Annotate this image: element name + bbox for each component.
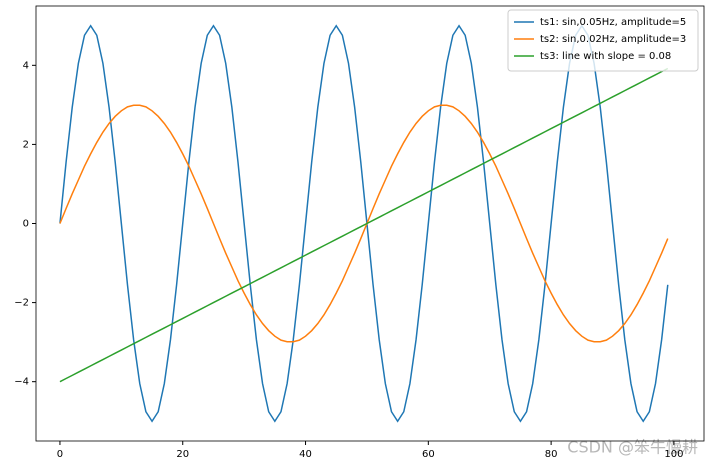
series-line xyxy=(59,104,669,343)
x-tick-label: 0 xyxy=(57,449,63,460)
y-tick-label: 0 xyxy=(23,219,29,230)
legend-label: ts1: sin,0.05Hz, amplitude=5 xyxy=(540,17,686,28)
plot-frame xyxy=(35,5,705,442)
x-tick-label: 100 xyxy=(664,449,683,460)
x-tick-label: 40 xyxy=(299,449,312,460)
legend-box xyxy=(507,9,699,72)
x-tick-label: 80 xyxy=(545,449,558,460)
legend-label: ts2: sin,0.02Hz, amplitude=3 xyxy=(540,34,686,45)
series-line xyxy=(59,67,669,383)
series-line xyxy=(59,24,669,423)
y-tick-label: 4 xyxy=(23,60,29,71)
y-tick-label: 2 xyxy=(23,139,29,150)
y-tick-label: −4 xyxy=(14,377,29,388)
x-tick-label: 60 xyxy=(422,449,435,460)
x-tick-label: 20 xyxy=(176,449,189,460)
watermark: CSDN @笨牛慢耕 xyxy=(567,438,698,457)
legend-label: ts3: line with slope = 0.08 xyxy=(540,51,671,62)
y-tick-label: −2 xyxy=(14,298,29,309)
